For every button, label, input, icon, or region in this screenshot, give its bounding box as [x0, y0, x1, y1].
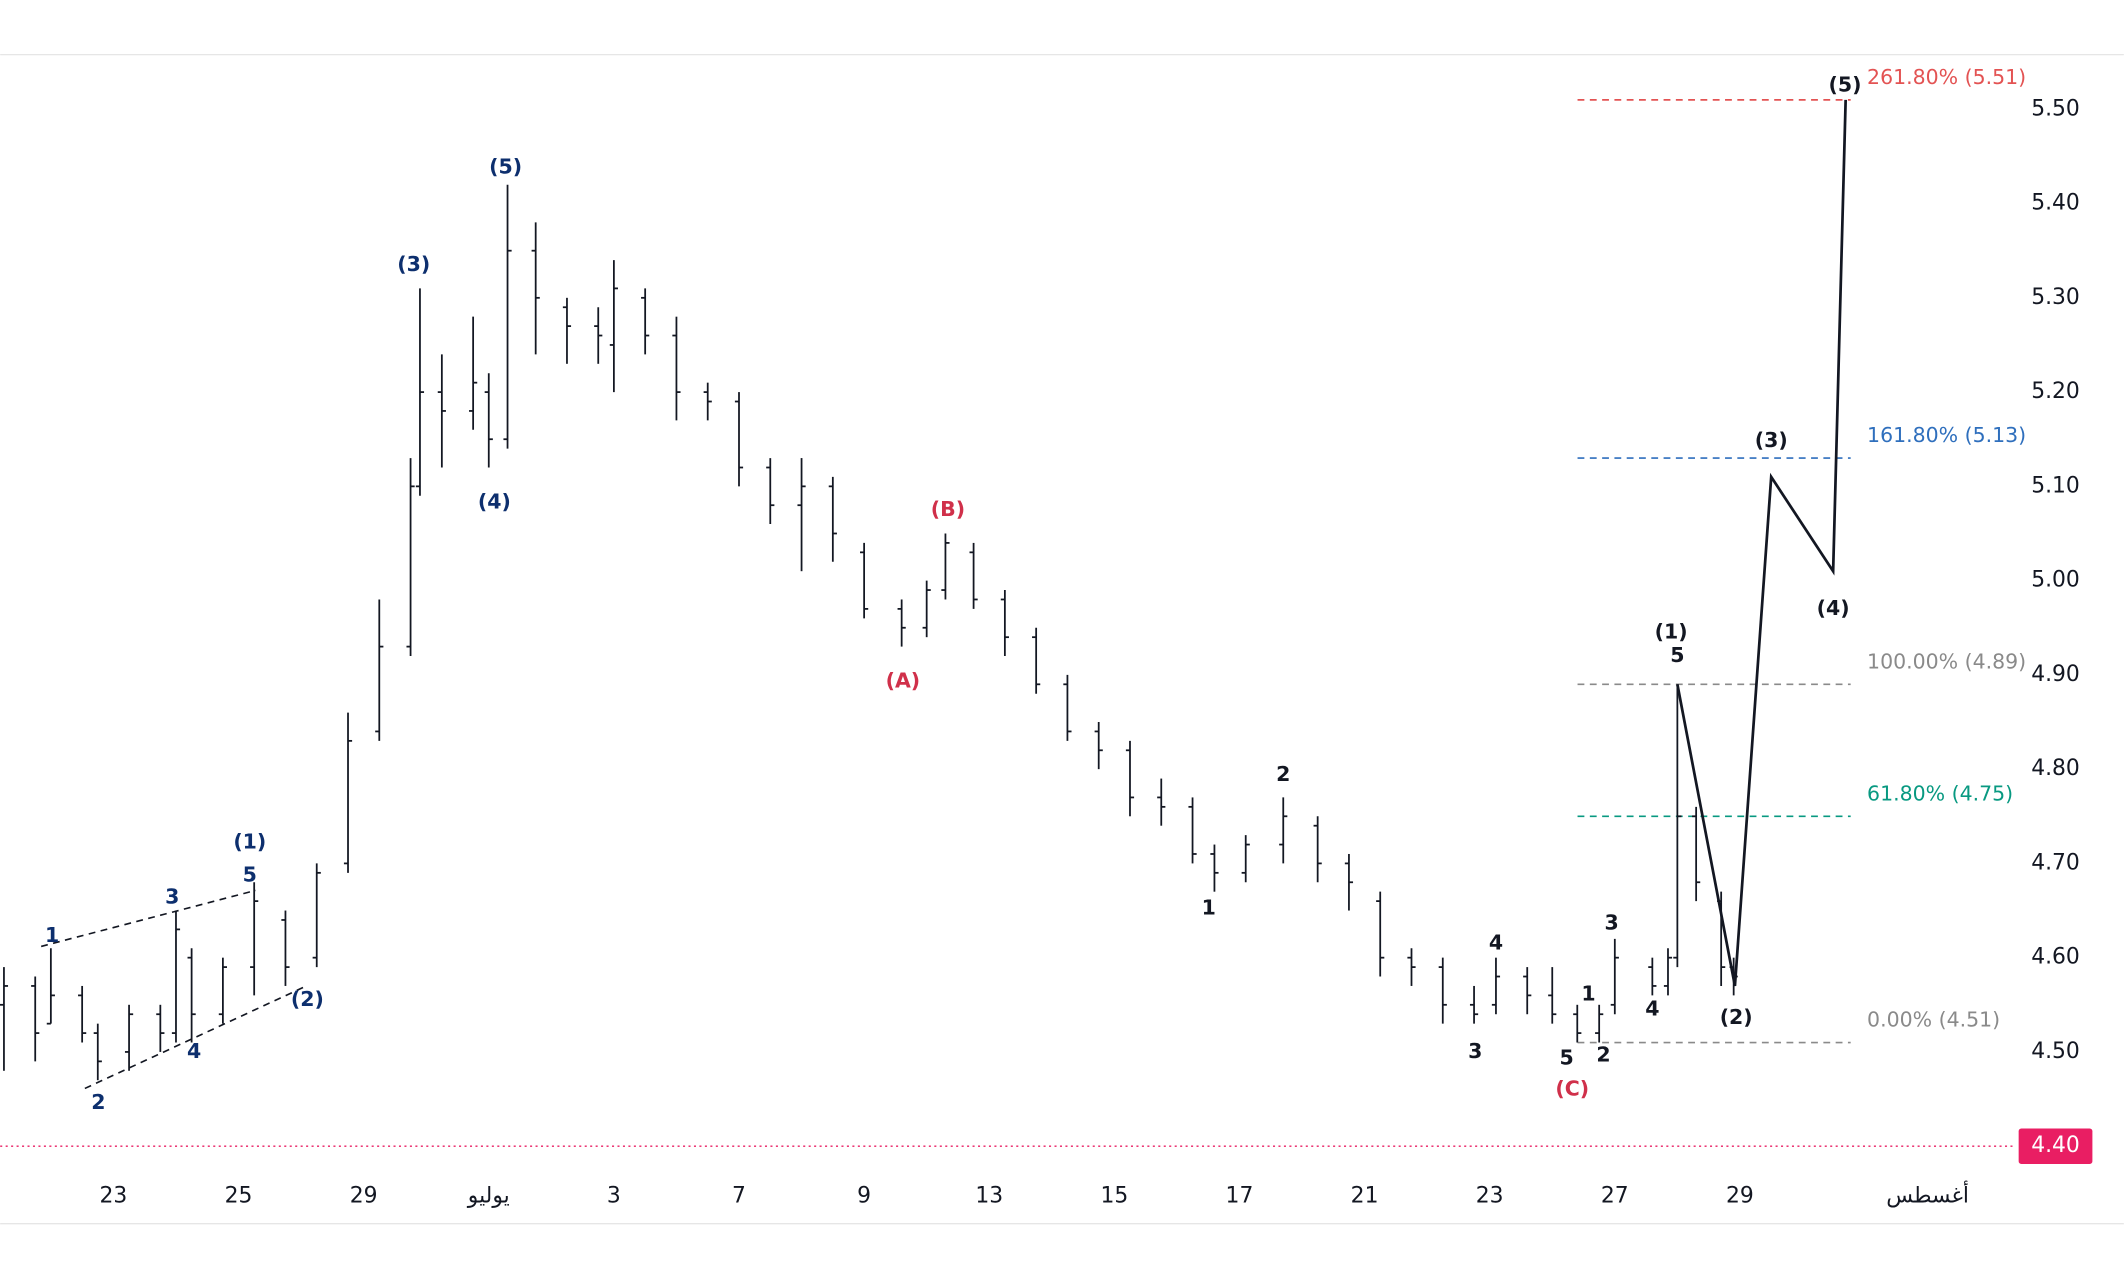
- wedge-lower: [84, 986, 304, 1090]
- x-tick-label: 23: [1476, 1183, 1504, 1208]
- wave-label: 3: [165, 884, 179, 908]
- y-tick-label: 4.60: [2031, 945, 2080, 970]
- wave-label: 3: [1605, 911, 1619, 935]
- x-tick-label: 13: [975, 1183, 1003, 1208]
- y-tick-label: 5.30: [2031, 285, 2080, 310]
- x-tick-label: 21: [1351, 1183, 1379, 1208]
- wave-label: (1): [1655, 619, 1688, 643]
- wave-label: (3): [1755, 428, 1788, 452]
- wave-label: 5: [243, 863, 257, 887]
- wave-label: (A): [886, 668, 921, 692]
- x-tick-label: 23: [100, 1183, 128, 1208]
- y-tick-label: 5.10: [2031, 473, 2080, 498]
- wave-label: (3): [397, 252, 430, 276]
- x-tick-label: يوليو: [467, 1183, 510, 1208]
- wave-projection: [1676, 99, 1848, 987]
- y-tick-label: 4.50: [2031, 1039, 2080, 1064]
- current-price-label: 4.40: [2031, 1133, 2080, 1158]
- x-tick-label: أغسطس: [1886, 1180, 1969, 1208]
- wave-label: 1: [45, 923, 59, 947]
- x-tick-label: 7: [732, 1183, 746, 1208]
- wave-label: 3: [1468, 1039, 1482, 1063]
- x-tick-label: 27: [1601, 1183, 1629, 1208]
- wave-label: 2: [91, 1090, 105, 1114]
- x-tick-label: 3: [607, 1183, 621, 1208]
- y-tick-label: 5.50: [2031, 96, 2080, 121]
- y-tick-label: 5.20: [2031, 379, 2080, 404]
- wave-label: 2: [1276, 762, 1290, 786]
- wave-label: (4): [1817, 596, 1850, 620]
- wave-label: (2): [1720, 1005, 1753, 1029]
- wave-label: 4: [1489, 931, 1503, 955]
- x-tick-label: 25: [225, 1183, 253, 1208]
- x-tick-label: 9: [857, 1183, 871, 1208]
- y-tick-label: 4.90: [2031, 662, 2080, 687]
- wedge-upper: [40, 889, 256, 948]
- x-tick-label: 29: [350, 1183, 378, 1208]
- wave-label: (5): [1829, 73, 1862, 97]
- wave-label: (2): [291, 987, 324, 1011]
- fib-label: 161.80% (5.13): [1867, 423, 2026, 447]
- wave-label: 4: [187, 1039, 201, 1063]
- y-tick-label: 4.70: [2031, 850, 2080, 875]
- fib-label: 100.00% (4.89): [1867, 649, 2026, 673]
- fib-label: 0.00% (4.51): [1867, 1008, 2000, 1032]
- wave-label: 4: [1645, 997, 1659, 1021]
- wave-label: (B): [931, 497, 965, 521]
- wave-label: (4): [478, 489, 511, 513]
- wave-label: 1: [1202, 896, 1216, 920]
- wave-label: 2: [1596, 1043, 1610, 1067]
- wave-label: (5): [489, 155, 522, 179]
- x-tick-label: 15: [1100, 1183, 1128, 1208]
- y-tick-label: 5.00: [2031, 568, 2080, 593]
- fib-label: 261.80% (5.51): [1867, 65, 2026, 89]
- wave-label: (1): [233, 830, 266, 854]
- wave-label: 5: [1670, 643, 1684, 667]
- y-tick-label: 5.40: [2031, 191, 2080, 216]
- wave-label: (C): [1555, 1077, 1589, 1101]
- x-tick-label: 29: [1726, 1183, 1754, 1208]
- current-price-box: [2018, 1128, 2093, 1164]
- wave-label: 5: [1560, 1046, 1574, 1070]
- plot-layer: 4.50 4.60 4.70 4.80 4.90 5.00 5.10 5.20 5.30 5.40…: [0, 65, 2093, 1208]
- wave-label: 1: [1581, 981, 1595, 1005]
- fib-label: 61.80% (4.75): [1867, 781, 2013, 805]
- y-tick-label: 4.80: [2031, 756, 2080, 781]
- x-tick-label: 17: [1226, 1183, 1254, 1208]
